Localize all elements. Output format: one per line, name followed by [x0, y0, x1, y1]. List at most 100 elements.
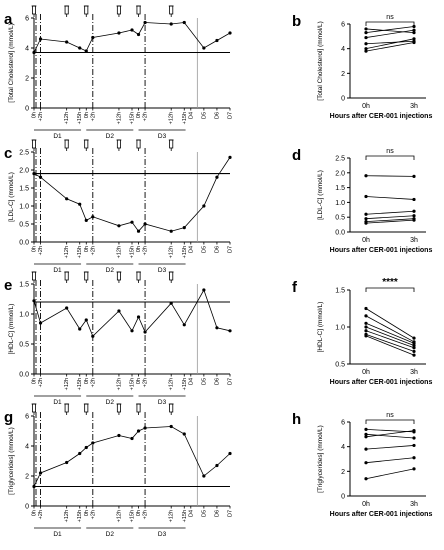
y-tick-label: 2.0: [19, 168, 29, 175]
subject-line: [365, 433, 415, 439]
x-tick-label: 0h: [32, 246, 38, 252]
x-tick-label: +12h: [169, 112, 175, 124]
subject-line: [365, 308, 415, 339]
x-tick-label: D5: [201, 112, 207, 119]
y-tick-label: 4: [25, 46, 29, 53]
panel-b: b [Total Cholesterol] (mmol/L) 0 2 4 6 ns 0h 3h H…: [292, 13, 432, 120]
y-axis-label: [Triglycerides] (mmol/L): [317, 425, 324, 493]
data-point: [364, 477, 368, 481]
subject-line: [365, 330, 415, 349]
day-label: D3: [158, 267, 167, 274]
x-tick-label: +15h: [182, 112, 188, 124]
data-point: [364, 461, 368, 465]
syringe-icon: [116, 139, 122, 151]
data-point: [364, 47, 368, 51]
x-tick-label: +15h: [182, 246, 188, 258]
data-point: [412, 353, 416, 357]
x-tick-label: +2h: [143, 112, 149, 121]
y-tick-label: 2.5: [335, 156, 345, 163]
x-tick-label: 3h: [410, 103, 418, 110]
data-point: [182, 323, 186, 327]
y-tick-label: 4: [341, 46, 345, 53]
x-tick-label: 0h: [32, 510, 38, 516]
data-point: [65, 306, 69, 310]
syringe-body: [84, 139, 89, 149]
x-tick-label: 0h: [362, 237, 370, 244]
day-label: D3: [158, 399, 167, 406]
data-point: [412, 346, 416, 350]
y-tick-label: 0: [341, 96, 345, 103]
data-point: [130, 329, 134, 333]
syringe-icon: [64, 5, 70, 17]
x-tick-label: D7: [228, 112, 234, 119]
subject-line: [365, 175, 415, 177]
x-tick-label: D6: [214, 112, 220, 119]
y-tick-label: 0: [25, 504, 29, 511]
syringe-body: [136, 139, 141, 149]
data-point: [117, 31, 121, 35]
syringe-body: [136, 271, 141, 281]
data-point: [412, 31, 416, 35]
x-tick-label: +2h: [90, 510, 96, 519]
y-tick-label: 0.5: [19, 342, 29, 349]
x-axis-label: Hours after CER-001 injections: [330, 113, 433, 120]
x-tick-label: D6: [214, 378, 220, 385]
y-tick-label: 1.5: [19, 282, 29, 289]
data-point: [364, 321, 368, 325]
x-tick-label: D7: [228, 246, 234, 253]
data-point: [84, 318, 88, 322]
data-point: [202, 204, 206, 208]
y-tick-label: 4: [341, 444, 345, 451]
data-point: [182, 432, 186, 436]
syringe-icon: [64, 271, 70, 283]
x-tick-label: +2h: [90, 112, 96, 121]
data-point: [364, 42, 368, 46]
x-tick-label: +12h: [169, 246, 175, 258]
day-label: D1: [53, 399, 62, 406]
data-point: [84, 218, 88, 222]
data-point: [412, 197, 416, 202]
data-point: [91, 441, 95, 445]
subject-line: [365, 335, 415, 356]
x-tick-label: +15h: [130, 112, 136, 124]
x-tick-label: 0h: [136, 378, 142, 384]
y-tick-label: 1.5: [335, 185, 345, 192]
data-point: [91, 334, 95, 338]
y-tick-label: 0: [341, 494, 345, 501]
data-point: [364, 27, 368, 31]
data-point: [182, 226, 186, 230]
x-tick-label: 0h: [84, 246, 90, 252]
significance-label: ns: [386, 412, 394, 419]
y-axis-label: [LDL-C] (mmol/L): [8, 172, 15, 222]
syringe-body: [64, 139, 69, 149]
day-label: D1: [53, 531, 62, 538]
data-point: [412, 429, 416, 433]
y-tick-label: 0.0: [335, 230, 345, 237]
data-point: [364, 435, 368, 439]
y-tick-label: 0: [25, 106, 29, 113]
x-tick-label: +12h: [116, 378, 122, 390]
y-tick-label: 0.5: [335, 215, 345, 222]
x-tick-label: D7: [228, 378, 234, 385]
data-point: [215, 38, 219, 43]
data-point: [117, 433, 121, 438]
syringe-icon: [64, 403, 70, 415]
data-point: [130, 220, 134, 224]
panel-letter: h: [292, 411, 301, 428]
panel-f: f [HDL-C] (mmol/L) 0.5 1.0 1.5 **** 0h 3h Hours …: [292, 277, 432, 386]
x-tick-label: +15h: [130, 378, 136, 390]
x-tick-label: +2h: [90, 246, 96, 255]
subject-line: [365, 457, 415, 464]
data-point: [202, 474, 206, 478]
subject-line: [365, 28, 415, 34]
data-point: [117, 224, 121, 228]
subject-line: [365, 26, 415, 34]
x-tick-label: 0h: [32, 378, 38, 384]
data-point: [412, 174, 416, 178]
data-point: [78, 46, 82, 50]
syringe-body: [64, 403, 69, 413]
data-point: [412, 209, 416, 213]
day-label: D2: [106, 133, 115, 140]
